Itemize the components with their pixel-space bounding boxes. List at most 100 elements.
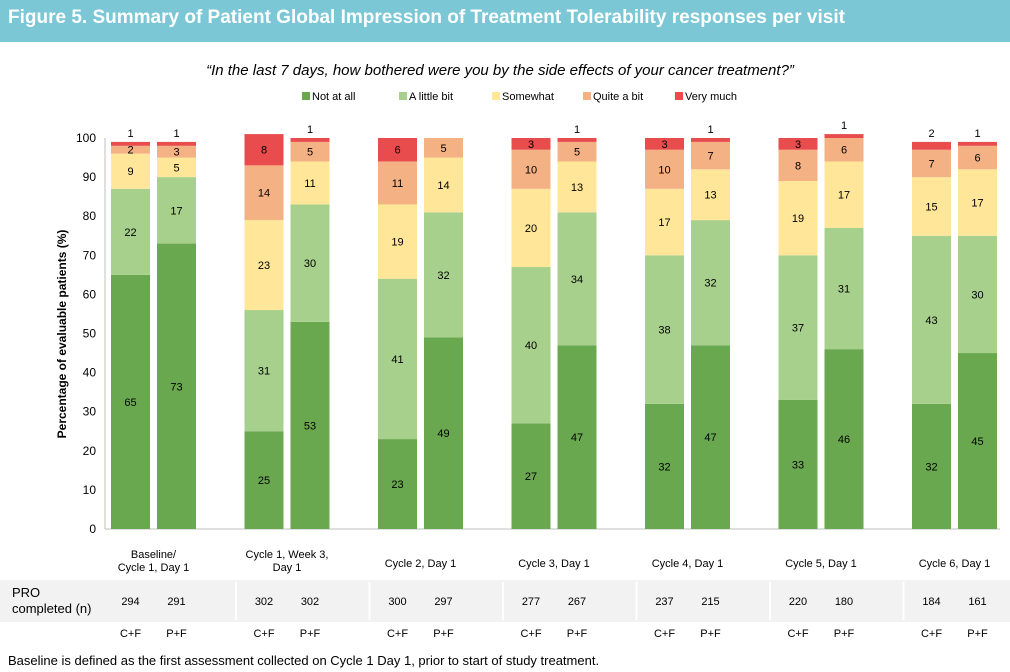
data-label: 5 [173, 162, 179, 174]
bar-segment [691, 138, 730, 142]
bar-segment [824, 161, 864, 228]
data-label: 1 [841, 120, 847, 132]
data-label: 45 [971, 436, 983, 448]
bar-segment [111, 188, 150, 275]
data-label: 53 [304, 420, 316, 432]
pro-count: 220 [789, 596, 807, 608]
data-label: 8 [261, 145, 267, 157]
bar-segment [511, 188, 551, 268]
legend-swatch [492, 92, 500, 100]
bar-segment [691, 220, 730, 346]
bar-segment [157, 243, 196, 529]
data-label: 11 [392, 178, 403, 190]
data-label: 47 [704, 432, 716, 444]
bar-segment [111, 153, 150, 189]
bar-segment [244, 431, 284, 529]
data-label: 38 [658, 325, 670, 337]
data-label: 32 [925, 461, 937, 473]
arm-label: C+F [654, 628, 675, 640]
bar-segment [557, 345, 597, 529]
figure-title-bar: Figure 5. Summary of Patient Global Impr… [0, 0, 1010, 42]
bar-segment [778, 399, 818, 529]
bar-segment [511, 138, 551, 150]
legend-swatch [302, 92, 310, 100]
bar-segment [424, 337, 463, 529]
data-label: 7 [928, 158, 934, 170]
pro-count: 300 [388, 596, 406, 608]
bar-segment [511, 149, 551, 189]
data-label: 65 [124, 397, 136, 409]
y-tick-label: 40 [83, 366, 97, 380]
data-label: 3 [173, 147, 179, 159]
bar-segment [912, 235, 951, 404]
bar-segment [111, 141, 150, 146]
bar-segment [378, 439, 417, 529]
data-label: 33 [792, 459, 804, 471]
bar-segment [557, 161, 597, 213]
data-label: 31 [838, 284, 850, 296]
data-label: 34 [571, 274, 583, 286]
bar-segment [157, 157, 196, 178]
data-label: 20 [525, 223, 537, 235]
arm-label: C+F [253, 628, 274, 640]
data-label: 23 [391, 479, 403, 491]
data-label: 14 [258, 188, 270, 200]
visit-label: Cycle 4, Day 1 [652, 558, 724, 570]
data-label: 10 [525, 164, 537, 176]
pro-count: 291 [167, 596, 185, 608]
pro-count: 215 [701, 596, 719, 608]
bar-segment [290, 321, 330, 529]
bar-segment [424, 138, 463, 158]
data-label: 32 [437, 270, 449, 282]
visit-label: Cycle 5, Day 1 [785, 558, 857, 570]
pro-count: 267 [568, 596, 586, 608]
bar-segment [824, 134, 864, 138]
legend-swatch [399, 92, 407, 100]
visit-label: Day 1 [273, 562, 302, 574]
data-label: 19 [391, 237, 403, 249]
data-label: 6 [394, 145, 400, 157]
visit-label: Cycle 1, Day 1 [118, 562, 190, 574]
data-label: 37 [792, 323, 804, 335]
data-label: 17 [838, 190, 850, 202]
bar-segment [557, 138, 597, 142]
pro-label: completed (n) [12, 601, 91, 616]
bar-segment [290, 161, 330, 205]
pro-count: 184 [922, 596, 940, 608]
arm-label: C+F [787, 628, 808, 640]
pro-count: 297 [434, 596, 452, 608]
bar-segment [645, 149, 684, 189]
bar-segment [378, 278, 417, 440]
bar-segment [557, 141, 597, 162]
arm-label: C+F [120, 628, 141, 640]
visit-label: Cycle 1, Week 3, [246, 549, 329, 561]
arm-label: P+F [567, 628, 588, 640]
bar-segment [912, 141, 951, 150]
data-label: 23 [258, 260, 270, 272]
data-label: 11 [304, 178, 315, 190]
data-label: 31 [258, 366, 270, 378]
arm-label: P+F [700, 628, 721, 640]
bar-segment [958, 169, 997, 236]
pro-count: 302 [301, 596, 319, 608]
legend-swatch [675, 92, 683, 100]
data-label: 1 [307, 124, 313, 136]
data-label: 17 [658, 217, 670, 229]
data-label: 1 [574, 124, 580, 136]
footnote: Baseline is defined as the first assessm… [8, 653, 599, 668]
bar-segment [691, 169, 730, 221]
pro-label: PRO [12, 585, 40, 600]
bar-segment [645, 255, 684, 404]
data-label: 8 [795, 160, 801, 172]
pro-count: 302 [255, 596, 273, 608]
data-label: 5 [440, 143, 446, 155]
data-label: 14 [437, 180, 449, 192]
data-label: 15 [925, 201, 937, 213]
bar-segment [424, 157, 463, 213]
data-label: 22 [124, 227, 136, 239]
data-label: 6 [974, 153, 980, 165]
y-tick-label: 70 [83, 248, 97, 262]
data-label: 7 [707, 151, 713, 163]
bar-segment [557, 212, 597, 346]
bar-segment [424, 212, 463, 338]
